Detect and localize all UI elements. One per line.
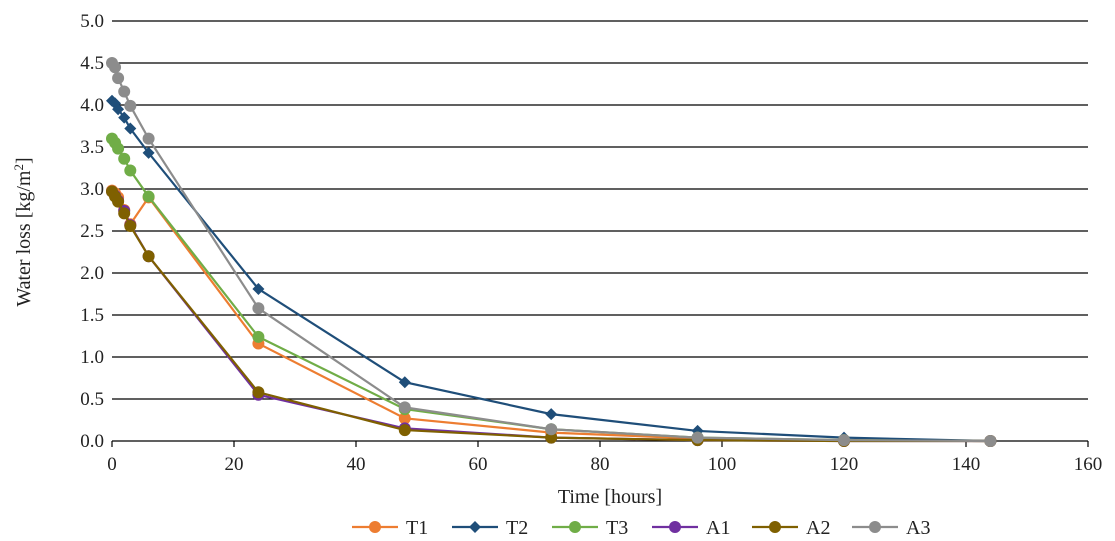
t2-data-point	[545, 408, 558, 421]
legend-item-a2: A2	[752, 517, 830, 539]
x-tick-label: 100	[708, 454, 737, 475]
y-tick-label: 0.0	[80, 431, 104, 452]
y-axis-title-end: ]	[13, 157, 35, 164]
a3-data-point	[545, 423, 558, 436]
y-axis-title-main: Water loss [kg/m	[13, 170, 35, 307]
y-tick-label: 2.5	[80, 221, 104, 242]
t2-data-point	[142, 146, 155, 159]
series-line-a2	[111, 190, 991, 443]
x-tick-label: 160	[1074, 454, 1103, 475]
x-tick-label: 60	[469, 454, 488, 475]
legend: T1 T2 T3 A1 A2 A3	[352, 517, 930, 539]
t3-data-point	[112, 142, 125, 155]
t2-data-point	[124, 122, 137, 135]
legend-label: A3	[906, 517, 930, 539]
legend-data-point	[869, 521, 881, 533]
legend-item-a1: A1	[652, 517, 730, 539]
legend-item-t3: T3	[552, 517, 628, 539]
tick-labels: 0.0 0.5 1.0 1.5 2.0 2.5 3.0 3.5 4.0 4.5 5.0 0 20 40 60…	[80, 11, 1102, 475]
a3-data-point	[252, 302, 265, 315]
a3-data-point	[124, 99, 137, 112]
series-line-a1	[111, 190, 991, 443]
a3-data-point	[142, 132, 155, 145]
series-layer	[106, 57, 997, 447]
x-tick-label: 80	[591, 454, 610, 475]
legend-label: A2	[806, 517, 830, 539]
x-tick-label: 0	[107, 454, 117, 475]
series-t3	[106, 132, 997, 447]
a2-data-point	[398, 424, 411, 437]
series-line-a3	[111, 62, 991, 443]
a3-data-point	[984, 435, 997, 447]
a2-data-point	[252, 386, 265, 399]
a2-data-point	[124, 219, 137, 232]
legend-label: T2	[506, 517, 528, 539]
y-tick-label: 1.0	[80, 347, 104, 368]
y-axis-title: Water loss [kg/m2]	[11, 157, 36, 306]
series-a1	[106, 185, 997, 447]
series-t1	[106, 184, 997, 447]
t3-data-point	[252, 330, 265, 343]
legend-data-point	[669, 521, 681, 533]
t3-data-point	[118, 152, 131, 165]
t3-data-point	[142, 190, 155, 203]
legend-label: T1	[406, 517, 428, 539]
legend-data-point	[569, 521, 581, 533]
a3-data-point	[398, 401, 411, 414]
series-line-t3	[111, 137, 991, 443]
y-tick-label: 0.5	[80, 389, 104, 410]
y-tick-label: 5.0	[80, 11, 104, 32]
series-line-t1	[111, 189, 991, 443]
a3-data-point	[691, 431, 704, 444]
a3-data-point	[838, 434, 850, 447]
x-tick-label: 20	[225, 454, 244, 475]
y-axis-title-superscript: 2	[11, 164, 26, 171]
legend-item-t1: T1	[352, 517, 428, 539]
a2-data-point	[118, 207, 131, 220]
gridlines	[112, 20, 1088, 442]
t1-data-point	[398, 412, 411, 425]
x-tick-label: 120	[830, 454, 859, 475]
t2-data-point	[252, 282, 265, 295]
t2-data-point	[118, 111, 131, 124]
legend-item-a3: A3	[852, 517, 930, 539]
a2-data-point	[142, 250, 155, 263]
y-tick-label: 4.0	[80, 95, 104, 116]
t2-data-point	[112, 103, 125, 116]
a3-data-point	[109, 61, 122, 74]
x-tick-label: 40	[347, 454, 366, 475]
legend-data-point	[769, 521, 781, 533]
series-t2	[106, 94, 997, 447]
series-a2	[106, 185, 997, 447]
y-tick-label: 3.0	[80, 179, 104, 200]
y-tick-label: 1.5	[80, 305, 104, 326]
y-tick-label: 2.0	[80, 263, 104, 284]
x-axis-title: Time [hours]	[558, 486, 662, 508]
a3-data-point	[118, 85, 131, 98]
a2-data-point	[545, 431, 558, 444]
legend-data-point	[369, 521, 381, 533]
legend-label: A1	[706, 517, 730, 539]
a2-data-point	[112, 195, 125, 208]
legend-label: T3	[606, 517, 628, 539]
t2-data-point	[398, 376, 411, 389]
t3-data-point	[124, 164, 137, 177]
series-line-t2	[111, 99, 991, 443]
series-a3	[106, 57, 997, 447]
y-tick-label: 4.5	[80, 53, 104, 74]
y-tick-label: 3.5	[80, 137, 104, 158]
a3-data-point	[112, 72, 125, 85]
legend-item-t2: T2	[452, 517, 528, 539]
x-tick-label: 140	[952, 454, 981, 475]
legend-data-point	[469, 521, 481, 533]
